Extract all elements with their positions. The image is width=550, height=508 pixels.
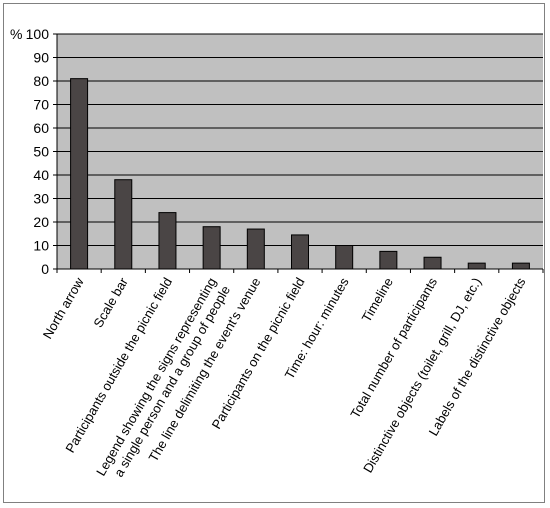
bar-6: [291, 234, 309, 270]
bar-5: [246, 228, 265, 270]
bar-2: [114, 179, 133, 270]
y-tick-label: 10: [33, 238, 49, 254]
x-tick-label-8: Timeline: [359, 275, 396, 325]
x-tick-label-line: North arrow: [40, 274, 87, 341]
y-tick-label: 40: [33, 167, 49, 183]
x-tick-label-1: North arrow: [40, 274, 87, 341]
bar-8: [379, 250, 398, 270]
y-tick-label: 80: [33, 73, 49, 89]
y-tick-labels: 0 10 20 30 40 50 60 70 80 90 100: [26, 26, 50, 277]
x-tick-label-line: Total number of participants: [347, 275, 440, 421]
bar-9: [423, 256, 442, 270]
x-tick-label-line: Timeline: [359, 275, 396, 325]
bar-7: [335, 245, 354, 270]
y-tick-label: 90: [33, 50, 49, 66]
x-tick-label-line: a single person and a group of people: [111, 283, 233, 480]
y-tick-label: 100: [26, 26, 50, 42]
y-axis-label: %: [10, 26, 22, 42]
y-tick-label: 60: [33, 120, 49, 136]
bars: [70, 78, 530, 270]
bar-11: [511, 262, 530, 270]
bar-4: [202, 226, 221, 270]
y-tick-label: 50: [33, 144, 49, 160]
x-tick-label-line: Scale bar: [90, 274, 131, 330]
bar-3: [158, 212, 177, 270]
x-tick-label-2: Scale bar: [90, 274, 131, 330]
bar-10: [467, 262, 486, 270]
axes: [56, 34, 544, 273]
y-tick-label: 30: [33, 191, 49, 207]
y-tick-label: 20: [33, 214, 49, 230]
gridlines: [53, 33, 543, 270]
y-tick-label: 70: [33, 97, 49, 113]
x-tick-label-9: Total number of participants: [347, 275, 440, 421]
y-tick-label: 0: [41, 261, 49, 277]
bar-1: [70, 78, 89, 270]
